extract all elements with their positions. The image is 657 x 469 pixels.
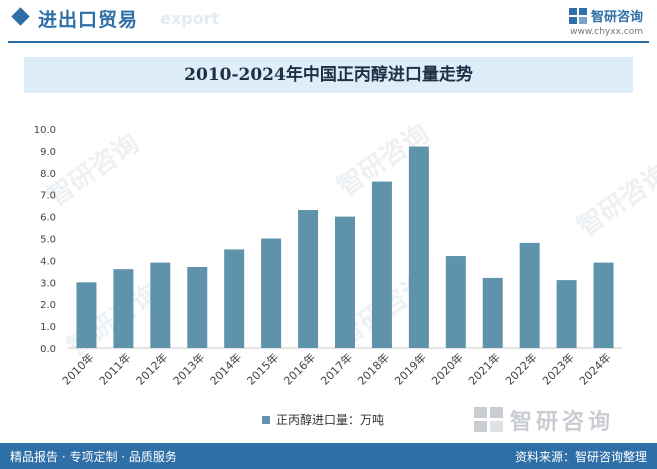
x-tick-label: 2024年: [576, 350, 613, 387]
bar: [519, 242, 540, 348]
x-tick-label: 2016年: [281, 350, 318, 387]
x-tick-label: 2022年: [502, 350, 539, 387]
y-tick-label: 5.0: [40, 235, 56, 246]
bar: [482, 277, 503, 348]
x-tick-label: 2010年: [59, 350, 96, 387]
brand-logo-icon: [568, 7, 587, 24]
x-tick-label: 2018年: [355, 350, 392, 387]
y-tick-label: 0.0: [40, 344, 56, 355]
legend-label: 正丙醇进口量：万吨: [276, 413, 385, 427]
x-tick-label: 2012年: [133, 350, 170, 387]
watermark-logo-icon: [474, 407, 503, 432]
bar: [335, 216, 355, 348]
bar: [445, 256, 466, 348]
footer-bar: 精品报告 · 专项定制 · 品质服务 资料来源：智研咨询整理: [0, 443, 657, 469]
chart-title: 2010-2024年中国正丙醇进口量走势: [184, 65, 473, 85]
footer-tagline: 精品报告 · 专项定制 · 品质服务: [10, 450, 177, 464]
x-tick-label: 2015年: [244, 350, 281, 387]
x-tick-label: 2013年: [170, 350, 207, 387]
chart-title-band: 2010-2024年中国正丙醇进口量走势: [24, 57, 633, 93]
x-tick-label: 2011年: [96, 350, 133, 387]
bar: [408, 146, 429, 348]
section-title-shadow: export: [160, 9, 220, 28]
x-tick-label: 2014年: [207, 350, 244, 387]
section-title: 进出口贸易: [38, 9, 139, 31]
y-tick-label: 4.0: [40, 256, 56, 267]
y-tick-label: 2.0: [40, 300, 56, 311]
legend-swatch: [262, 415, 270, 424]
legend: 正丙醇进口量：万吨: [262, 411, 384, 428]
bar: [113, 269, 134, 348]
footer-source: 资料来源：智研咨询整理: [514, 450, 647, 464]
x-tick-label: 2021年: [465, 350, 502, 387]
bar: [187, 266, 208, 348]
y-tick-label: 7.0: [40, 191, 56, 202]
x-tick-label: 2020年: [428, 350, 465, 387]
bar: [76, 282, 97, 348]
x-tick-label: 2019年: [392, 350, 429, 387]
header-divider: [8, 41, 649, 43]
x-tick-label: 2017年: [318, 350, 355, 387]
bar: [556, 280, 577, 348]
y-tick-label: 8.0: [40, 169, 56, 180]
y-tick-label: 9.0: [40, 147, 56, 158]
bar: [593, 262, 614, 348]
brand-url: www.chyxx.com: [570, 27, 643, 37]
bar: [224, 249, 245, 348]
bar: [371, 181, 392, 348]
watermark-logo: 智研咨询: [474, 404, 614, 436]
watermark-logo-name: 智研咨询: [510, 410, 615, 435]
y-tick-label: 1.0: [40, 322, 56, 333]
x-tick-label: 2023年: [539, 350, 576, 387]
header: export 进出口贸易 智研咨询 www.chyxx.com: [0, 0, 657, 40]
brand: 智研咨询 www.chyxx.com: [568, 6, 643, 37]
bar: [150, 262, 171, 348]
bar: [261, 238, 282, 348]
y-tick-label: 6.0: [40, 213, 56, 224]
y-tick-label: 10.0: [34, 125, 56, 136]
brand-name: 智研咨询: [590, 10, 643, 25]
y-tick-label: 3.0: [40, 278, 56, 289]
bar: [298, 210, 319, 348]
